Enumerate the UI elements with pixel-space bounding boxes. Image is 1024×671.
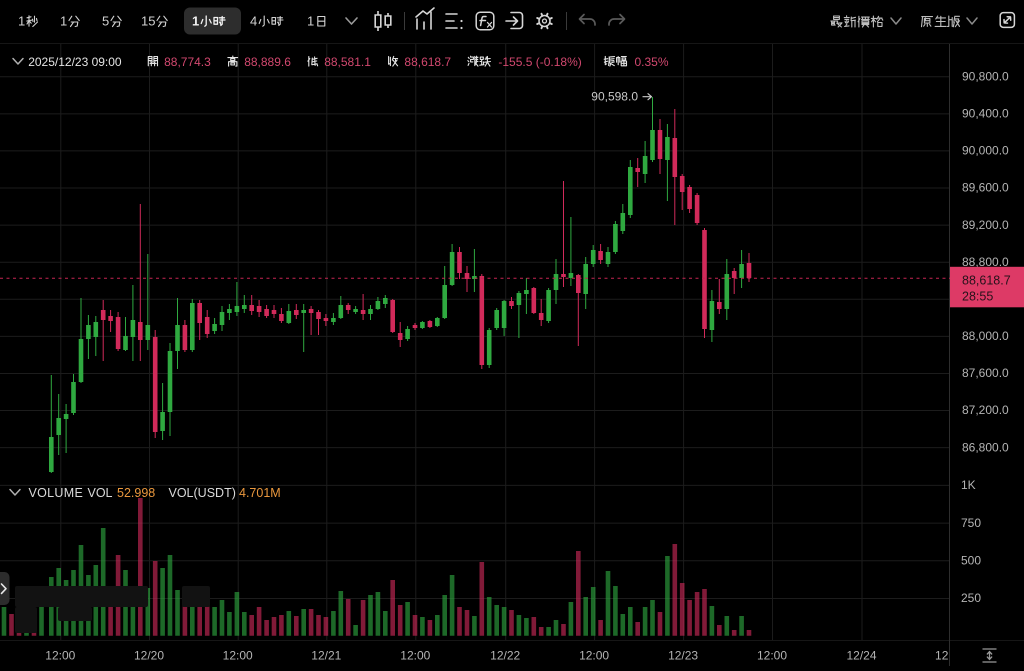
svg-text:88,618.7: 88,618.7	[962, 274, 1011, 288]
svg-text:12:00: 12:00	[757, 649, 787, 663]
svg-text:1K: 1K	[961, 478, 976, 492]
svg-text:90,800.0: 90,800.0	[962, 70, 1009, 84]
svg-text:12/23: 12/23	[668, 649, 698, 663]
svg-text:-155.5 (-0.18%): -155.5 (-0.18%)	[498, 55, 581, 69]
svg-text:500: 500	[961, 554, 981, 568]
svg-text:12:00: 12:00	[223, 649, 253, 663]
svg-text:88,618.7: 88,618.7	[404, 55, 451, 69]
svg-text:88,774.3: 88,774.3	[164, 55, 211, 69]
svg-text:12: 12	[935, 649, 949, 663]
svg-text:4: 4	[250, 14, 257, 29]
svg-text:12:00: 12:00	[400, 649, 430, 663]
svg-text:750: 750	[961, 516, 981, 530]
svg-text:52.998: 52.998	[117, 486, 155, 500]
svg-text:250: 250	[961, 591, 981, 605]
svg-text:90,400.0: 90,400.0	[962, 107, 1009, 121]
svg-text:5: 5	[102, 14, 109, 29]
svg-text:12/24: 12/24	[846, 649, 876, 663]
svg-text:15: 15	[141, 14, 155, 29]
svg-text:1: 1	[192, 14, 199, 29]
svg-text:88,581.1: 88,581.1	[324, 55, 371, 69]
svg-text:1: 1	[307, 14, 314, 29]
svg-text:86,800.0: 86,800.0	[962, 440, 1009, 454]
svg-text:88,000.0: 88,000.0	[962, 329, 1009, 343]
svg-text:VOL: VOL	[88, 486, 113, 500]
svg-text:4.701M: 4.701M	[239, 486, 281, 500]
svg-text:12/20: 12/20	[134, 649, 164, 663]
svg-text:2025/12/23 09:00: 2025/12/23 09:00	[28, 55, 122, 69]
svg-text:0.35%: 0.35%	[635, 55, 669, 69]
svg-text:1: 1	[18, 14, 25, 29]
svg-text:90,598.0: 90,598.0	[591, 90, 638, 104]
svg-text:1: 1	[60, 14, 67, 29]
svg-text:28:55: 28:55	[962, 290, 993, 304]
svg-text:87,600.0: 87,600.0	[962, 366, 1009, 380]
svg-text:89,200.0: 89,200.0	[962, 218, 1009, 232]
svg-text:12:00: 12:00	[579, 649, 609, 663]
svg-text:89,600.0: 89,600.0	[962, 181, 1009, 195]
svg-text:90,000.0: 90,000.0	[962, 144, 1009, 158]
svg-text:VOL(USDT): VOL(USDT)	[169, 486, 236, 500]
svg-text:12:00: 12:00	[45, 649, 75, 663]
svg-text:88,800.0: 88,800.0	[962, 255, 1009, 269]
svg-text:VOLUME: VOLUME	[29, 486, 84, 500]
svg-text:88,889.6: 88,889.6	[244, 55, 291, 69]
svg-text:87,200.0: 87,200.0	[962, 403, 1009, 417]
svg-text:12/22: 12/22	[490, 649, 520, 663]
svg-text:12/21: 12/21	[311, 649, 341, 663]
